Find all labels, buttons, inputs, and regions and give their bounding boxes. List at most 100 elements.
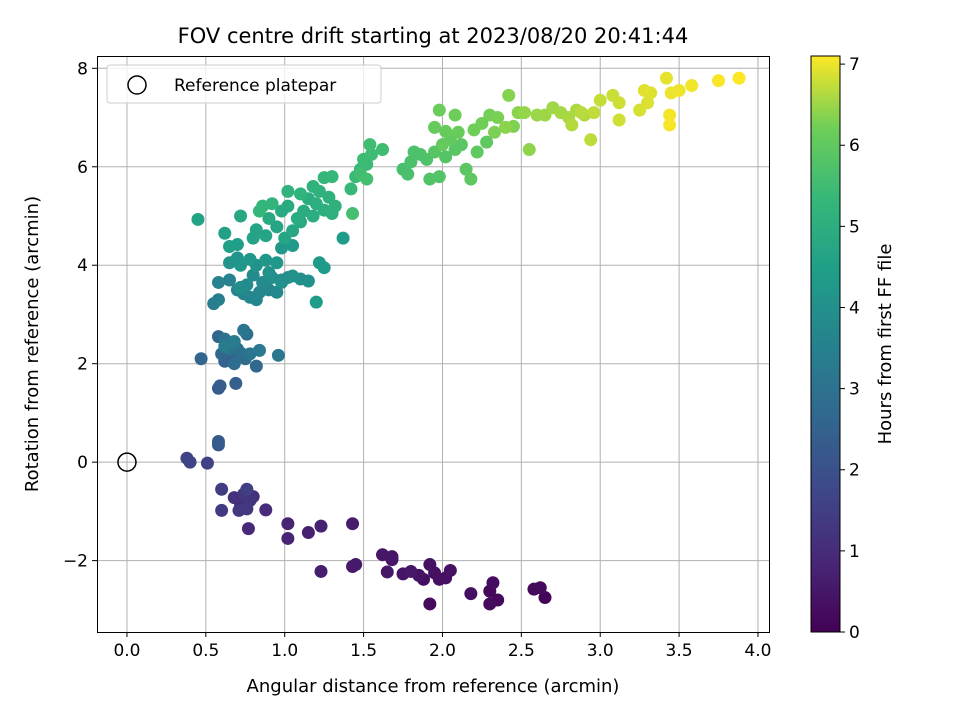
data-point bbox=[270, 256, 284, 270]
data-point bbox=[612, 113, 626, 127]
data-point bbox=[232, 503, 246, 517]
data-point bbox=[401, 167, 415, 181]
data-point bbox=[249, 359, 263, 373]
data-point bbox=[270, 285, 284, 299]
data-point bbox=[439, 124, 453, 138]
data-point bbox=[183, 455, 197, 469]
colorbar-tick-label: 6 bbox=[849, 136, 860, 156]
data-point bbox=[517, 106, 531, 120]
colorbar: 0 1 2 3 4 5 6 7 Hours from first FF file bbox=[810, 55, 896, 643]
data-point bbox=[637, 83, 651, 97]
data-point bbox=[435, 138, 449, 152]
data-point bbox=[443, 563, 457, 577]
x-axis-ticks: 0.0 0.5 1.0 1.5 2.0 2.5 3.0 3.5 4.0 bbox=[113, 632, 771, 661]
data-point bbox=[259, 229, 273, 243]
data-point bbox=[428, 120, 442, 134]
data-point bbox=[211, 293, 225, 307]
data-point bbox=[336, 231, 350, 245]
data-point bbox=[234, 258, 248, 272]
y-axis-ticks: −2 0 2 4 6 8 bbox=[63, 59, 97, 572]
data-point bbox=[380, 565, 394, 579]
data-point bbox=[286, 269, 300, 283]
data-point bbox=[240, 482, 254, 496]
data-point bbox=[234, 209, 248, 223]
x-axis-label: Angular distance from reference (arcmin) bbox=[247, 676, 620, 697]
data-point bbox=[432, 572, 446, 586]
data-point bbox=[712, 74, 726, 88]
data-point bbox=[470, 145, 484, 159]
x-tick-label: 2.5 bbox=[508, 641, 535, 661]
data-point bbox=[663, 118, 677, 132]
data-point bbox=[309, 295, 323, 309]
data-point bbox=[423, 597, 437, 611]
data-point bbox=[360, 172, 374, 186]
data-point bbox=[243, 252, 257, 266]
data-point bbox=[404, 155, 418, 169]
data-point bbox=[252, 343, 266, 357]
data-point bbox=[432, 170, 446, 184]
data-point bbox=[249, 223, 263, 237]
x-tick-label: 1.0 bbox=[271, 641, 298, 661]
data-point bbox=[464, 587, 478, 601]
data-point bbox=[346, 517, 360, 531]
data-point bbox=[234, 346, 248, 360]
x-tick-label: 0.5 bbox=[192, 641, 219, 661]
x-tick-label: 3.5 bbox=[666, 641, 693, 661]
data-point bbox=[584, 133, 598, 147]
scatter-points bbox=[180, 71, 746, 611]
data-point bbox=[194, 352, 208, 366]
data-point bbox=[215, 503, 229, 517]
data-point bbox=[475, 116, 489, 130]
data-point bbox=[404, 564, 418, 578]
data-point bbox=[522, 143, 536, 157]
data-point bbox=[259, 253, 273, 267]
data-point bbox=[275, 241, 289, 255]
data-point bbox=[237, 323, 251, 337]
data-point bbox=[314, 519, 328, 533]
y-tick-label: 0 bbox=[77, 453, 88, 473]
data-point bbox=[191, 212, 205, 226]
data-point bbox=[439, 150, 453, 164]
data-point bbox=[301, 274, 315, 288]
data-point bbox=[281, 199, 295, 213]
data-point bbox=[262, 266, 276, 280]
legend-box bbox=[106, 64, 382, 104]
data-point bbox=[344, 182, 358, 196]
colorbar-tick-label: 5 bbox=[849, 217, 860, 237]
data-point bbox=[593, 93, 607, 107]
data-point bbox=[538, 591, 552, 605]
data-point bbox=[659, 71, 673, 85]
data-point bbox=[281, 184, 295, 198]
data-point bbox=[385, 553, 399, 567]
data-point bbox=[459, 162, 473, 176]
colorbar-tick-label: 1 bbox=[849, 542, 860, 562]
data-point bbox=[252, 204, 266, 218]
data-point bbox=[259, 503, 273, 517]
data-point bbox=[223, 240, 237, 254]
data-point bbox=[227, 357, 241, 371]
y-tick-label: 2 bbox=[77, 355, 88, 375]
data-point bbox=[325, 170, 339, 184]
data-point bbox=[376, 143, 390, 157]
data-point bbox=[432, 103, 446, 117]
reference-point-marker bbox=[117, 452, 137, 472]
data-point bbox=[306, 179, 320, 193]
data-point bbox=[227, 335, 241, 349]
data-point bbox=[488, 125, 502, 139]
data-point bbox=[241, 522, 255, 536]
data-point bbox=[200, 456, 214, 470]
data-point bbox=[215, 482, 229, 496]
data-point bbox=[364, 147, 378, 161]
data-point bbox=[565, 118, 579, 132]
legend-entry-reference-platepar: Reference platepar bbox=[174, 76, 336, 96]
y-axis-label: Rotation from reference (arcmin) bbox=[22, 196, 43, 492]
data-point bbox=[301, 526, 315, 540]
x-tick-label: 4.0 bbox=[744, 641, 771, 661]
data-point bbox=[211, 434, 225, 448]
data-point bbox=[286, 224, 300, 238]
legend-marker bbox=[127, 75, 147, 95]
data-point bbox=[275, 275, 289, 289]
data-point bbox=[499, 120, 513, 134]
data-point bbox=[346, 207, 360, 221]
